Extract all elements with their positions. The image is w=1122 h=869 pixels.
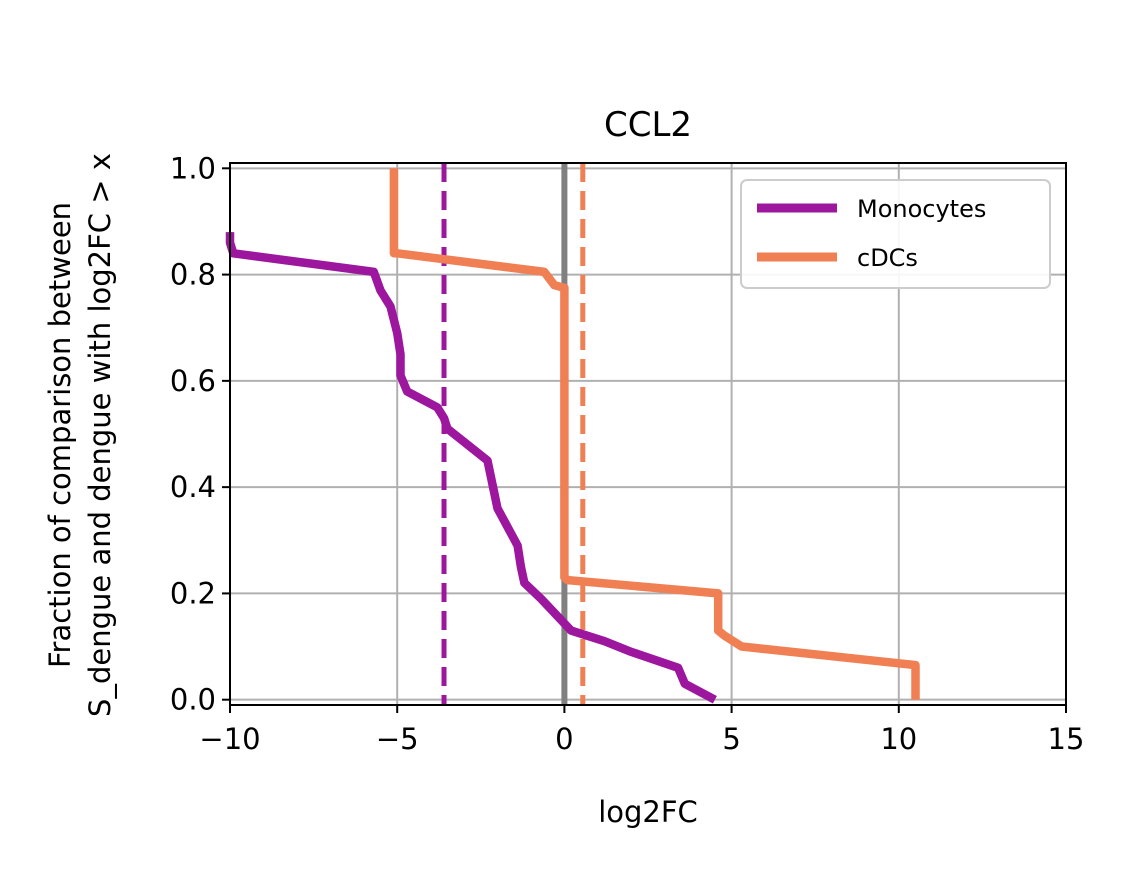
legend-label-monocytes: Monocytes [857, 195, 986, 223]
chart-title: CCL2 [604, 105, 692, 145]
y-tick-label: 0.0 [170, 683, 216, 717]
x-axis-label: log2FC [598, 795, 698, 829]
series-line-monocytes [225, 232, 717, 704]
y-tick-label: 1.0 [170, 151, 216, 185]
x-tick-label: −5 [376, 722, 419, 756]
y-axis-label-line-2: S_dengue and dengue with log2FC > x [83, 153, 117, 717]
x-tick-label: 0 [555, 722, 573, 756]
y-axis-label-line-1: Fraction of comparison between [43, 202, 77, 668]
x-tick-label: 15 [1048, 722, 1085, 756]
legend-label-cdcs: cDCs [857, 244, 918, 272]
x-tick-label: 10 [880, 722, 917, 756]
y-tick-label: 0.8 [170, 258, 216, 292]
mean-lines-layer [441, 163, 586, 705]
tick-layer: −10 −5 0 5 10 15 0.0 0.2 0.4 0.6 0.8 1.0 [170, 151, 1085, 756]
series-layer [225, 168, 920, 704]
y-tick-label: 0.2 [170, 576, 216, 610]
legend: Monocytes cDCs [740, 179, 1051, 289]
y-tick-label: 0.6 [170, 364, 216, 398]
y-tick-label: 0.4 [170, 470, 216, 504]
plot-frame [229, 162, 1067, 706]
series-line-cdcs [389, 168, 920, 700]
x-tick-label: −10 [199, 722, 260, 756]
x-tick-label: 5 [722, 722, 740, 756]
